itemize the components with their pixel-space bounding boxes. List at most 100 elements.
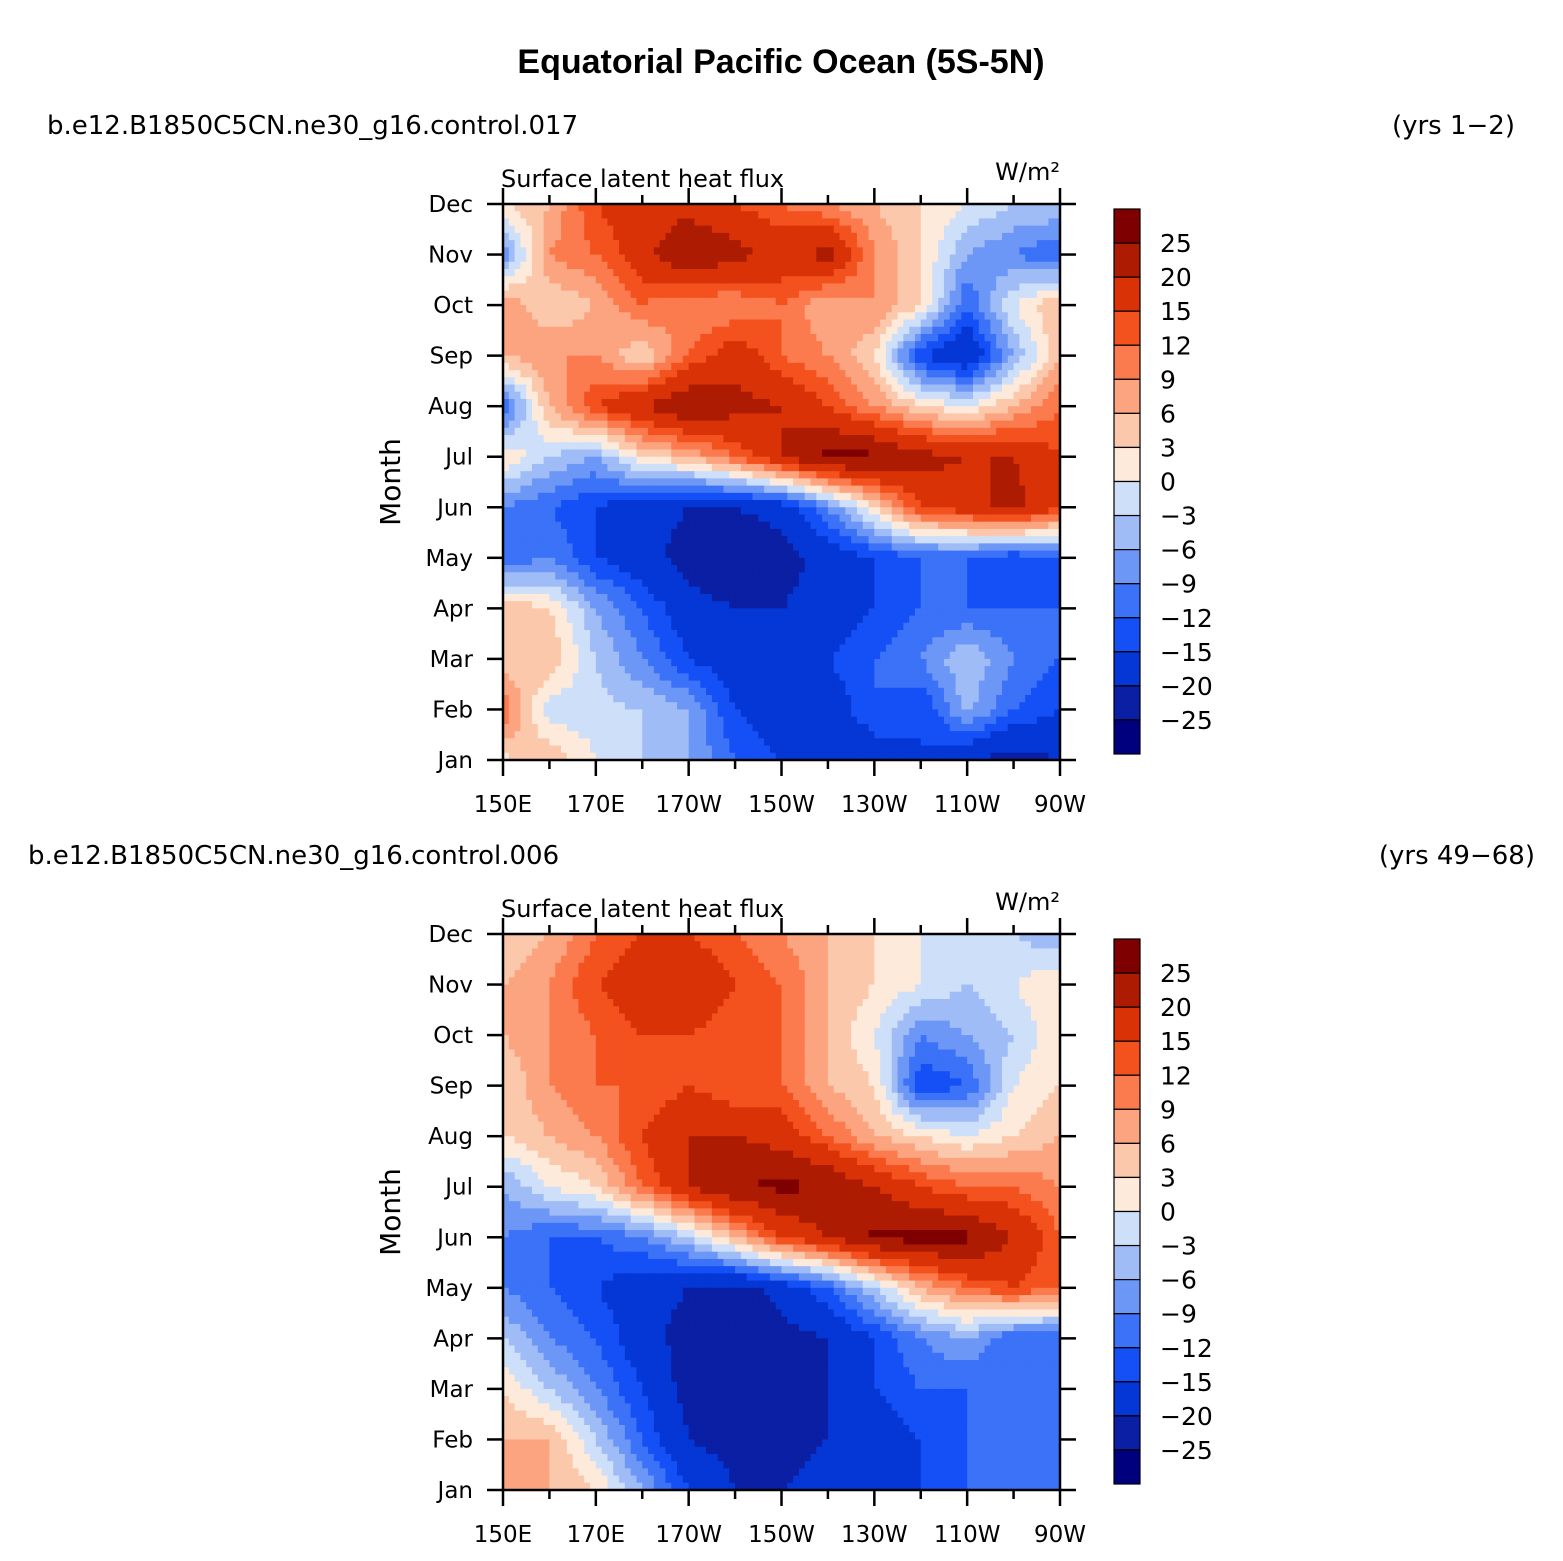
heatmap-cell [1048,341,1055,350]
heatmap-cell [845,557,852,566]
heatmap-cell [1013,507,1020,516]
heatmap-cell [891,333,899,342]
heatmap-cell [566,492,574,501]
heatmap-cell [700,283,707,292]
heatmap-cell [514,204,521,212]
heatmap-cell [503,550,510,559]
heatmap-cell [671,478,678,487]
heatmap-cell [624,572,632,581]
heatmap-cell [735,290,742,299]
heatmap-cell [532,536,539,544]
heatmap-cell [1001,348,1009,357]
heatmap-cell [787,218,794,227]
heatmap-cell [549,543,556,552]
heatmap-cell [572,218,580,227]
heatmap-cell [659,240,667,248]
heatmap-cell [636,427,643,436]
heatmap-cell [816,435,823,443]
heatmap-cell [833,247,841,256]
heatmap-cell [584,211,591,220]
heatmap-cell [793,456,800,465]
heatmap-cell [798,413,806,422]
heatmap-cell [740,247,748,256]
heatmap-cell [543,283,551,292]
heatmap-cell [584,427,591,436]
heatmap-cell [914,543,922,552]
heatmap-cell [938,377,945,386]
heatmap-cell [555,492,562,501]
heatmap-cell [532,391,539,400]
heatmap-cell [926,557,933,566]
heatmap-cell [903,211,910,220]
heatmap-cell [1054,204,1061,212]
heatmap-cell [914,514,922,523]
heatmap-cell [706,485,713,494]
heatmap-cell [729,500,736,508]
heatmap-cell [885,377,893,386]
heatmap-cell [735,261,742,270]
heatmap-cell [903,384,910,393]
heatmap-cell [775,218,783,227]
heatmap-cell [601,341,609,350]
heatmap-cell [787,211,794,220]
heatmap-cell [775,290,783,299]
heatmap-cell [677,565,684,573]
heatmap-cell [688,297,696,306]
heatmap-cell [903,218,910,227]
heatmap-cell [1025,225,1032,234]
heatmap-cell [938,500,945,508]
heatmap-cell [972,478,980,487]
heatmap-cell [706,507,713,516]
heatmap-cell [1054,420,1061,429]
heatmap-cell [624,463,632,472]
heatmap-cell [845,276,852,285]
heatmap-cell [903,492,910,501]
heatmap-cell [630,319,638,328]
heatmap-cell [532,413,539,422]
heatmap-cell [1001,232,1009,241]
heatmap-cell [972,471,980,479]
heatmap-cell [740,319,748,328]
heatmap-cell [839,276,846,285]
heatmap-cell [961,370,968,378]
heatmap-cell [723,427,730,436]
heatmap-cell [769,362,777,371]
heatmap-cell [648,211,655,220]
heatmap-cell [549,204,556,212]
heatmap-cell [508,521,516,530]
heatmap-cell [955,456,962,465]
heatmap-cell [717,319,725,328]
heatmap-cell [880,514,887,523]
heatmap-cell [839,370,846,378]
heatmap-cell [543,247,551,256]
heatmap-cell [566,370,574,378]
heatmap-cell [920,225,928,234]
heatmap-cell [972,377,980,386]
heatmap-cell [1048,232,1055,241]
heatmap-cell [961,565,968,573]
heatmap-cell [914,420,922,429]
heatmap-cell [943,348,951,357]
heatmap-cell [816,500,823,508]
heatmap-cell [537,528,545,537]
heatmap-cell [775,247,783,256]
heatmap-cell [740,478,748,487]
heatmap-cell [694,355,701,364]
heatmap-cell [787,355,794,364]
heatmap-cell [868,427,875,436]
heatmap-cell [868,348,875,357]
heatmap-cell [891,384,899,393]
heatmap-cell [862,543,870,552]
heatmap-cell [700,435,707,443]
heatmap-cell [613,333,620,342]
heatmap-cell [653,492,661,501]
heatmap-cell [520,297,527,306]
heatmap-cell [1025,463,1032,472]
heatmap-cell [1019,290,1026,299]
heatmap-cell [746,370,754,378]
heatmap-cell [880,232,887,241]
heatmap-cell [706,254,713,263]
heatmap-cell [1013,261,1020,270]
heatmap-cell [1013,225,1020,234]
heatmap-cell [607,521,614,530]
